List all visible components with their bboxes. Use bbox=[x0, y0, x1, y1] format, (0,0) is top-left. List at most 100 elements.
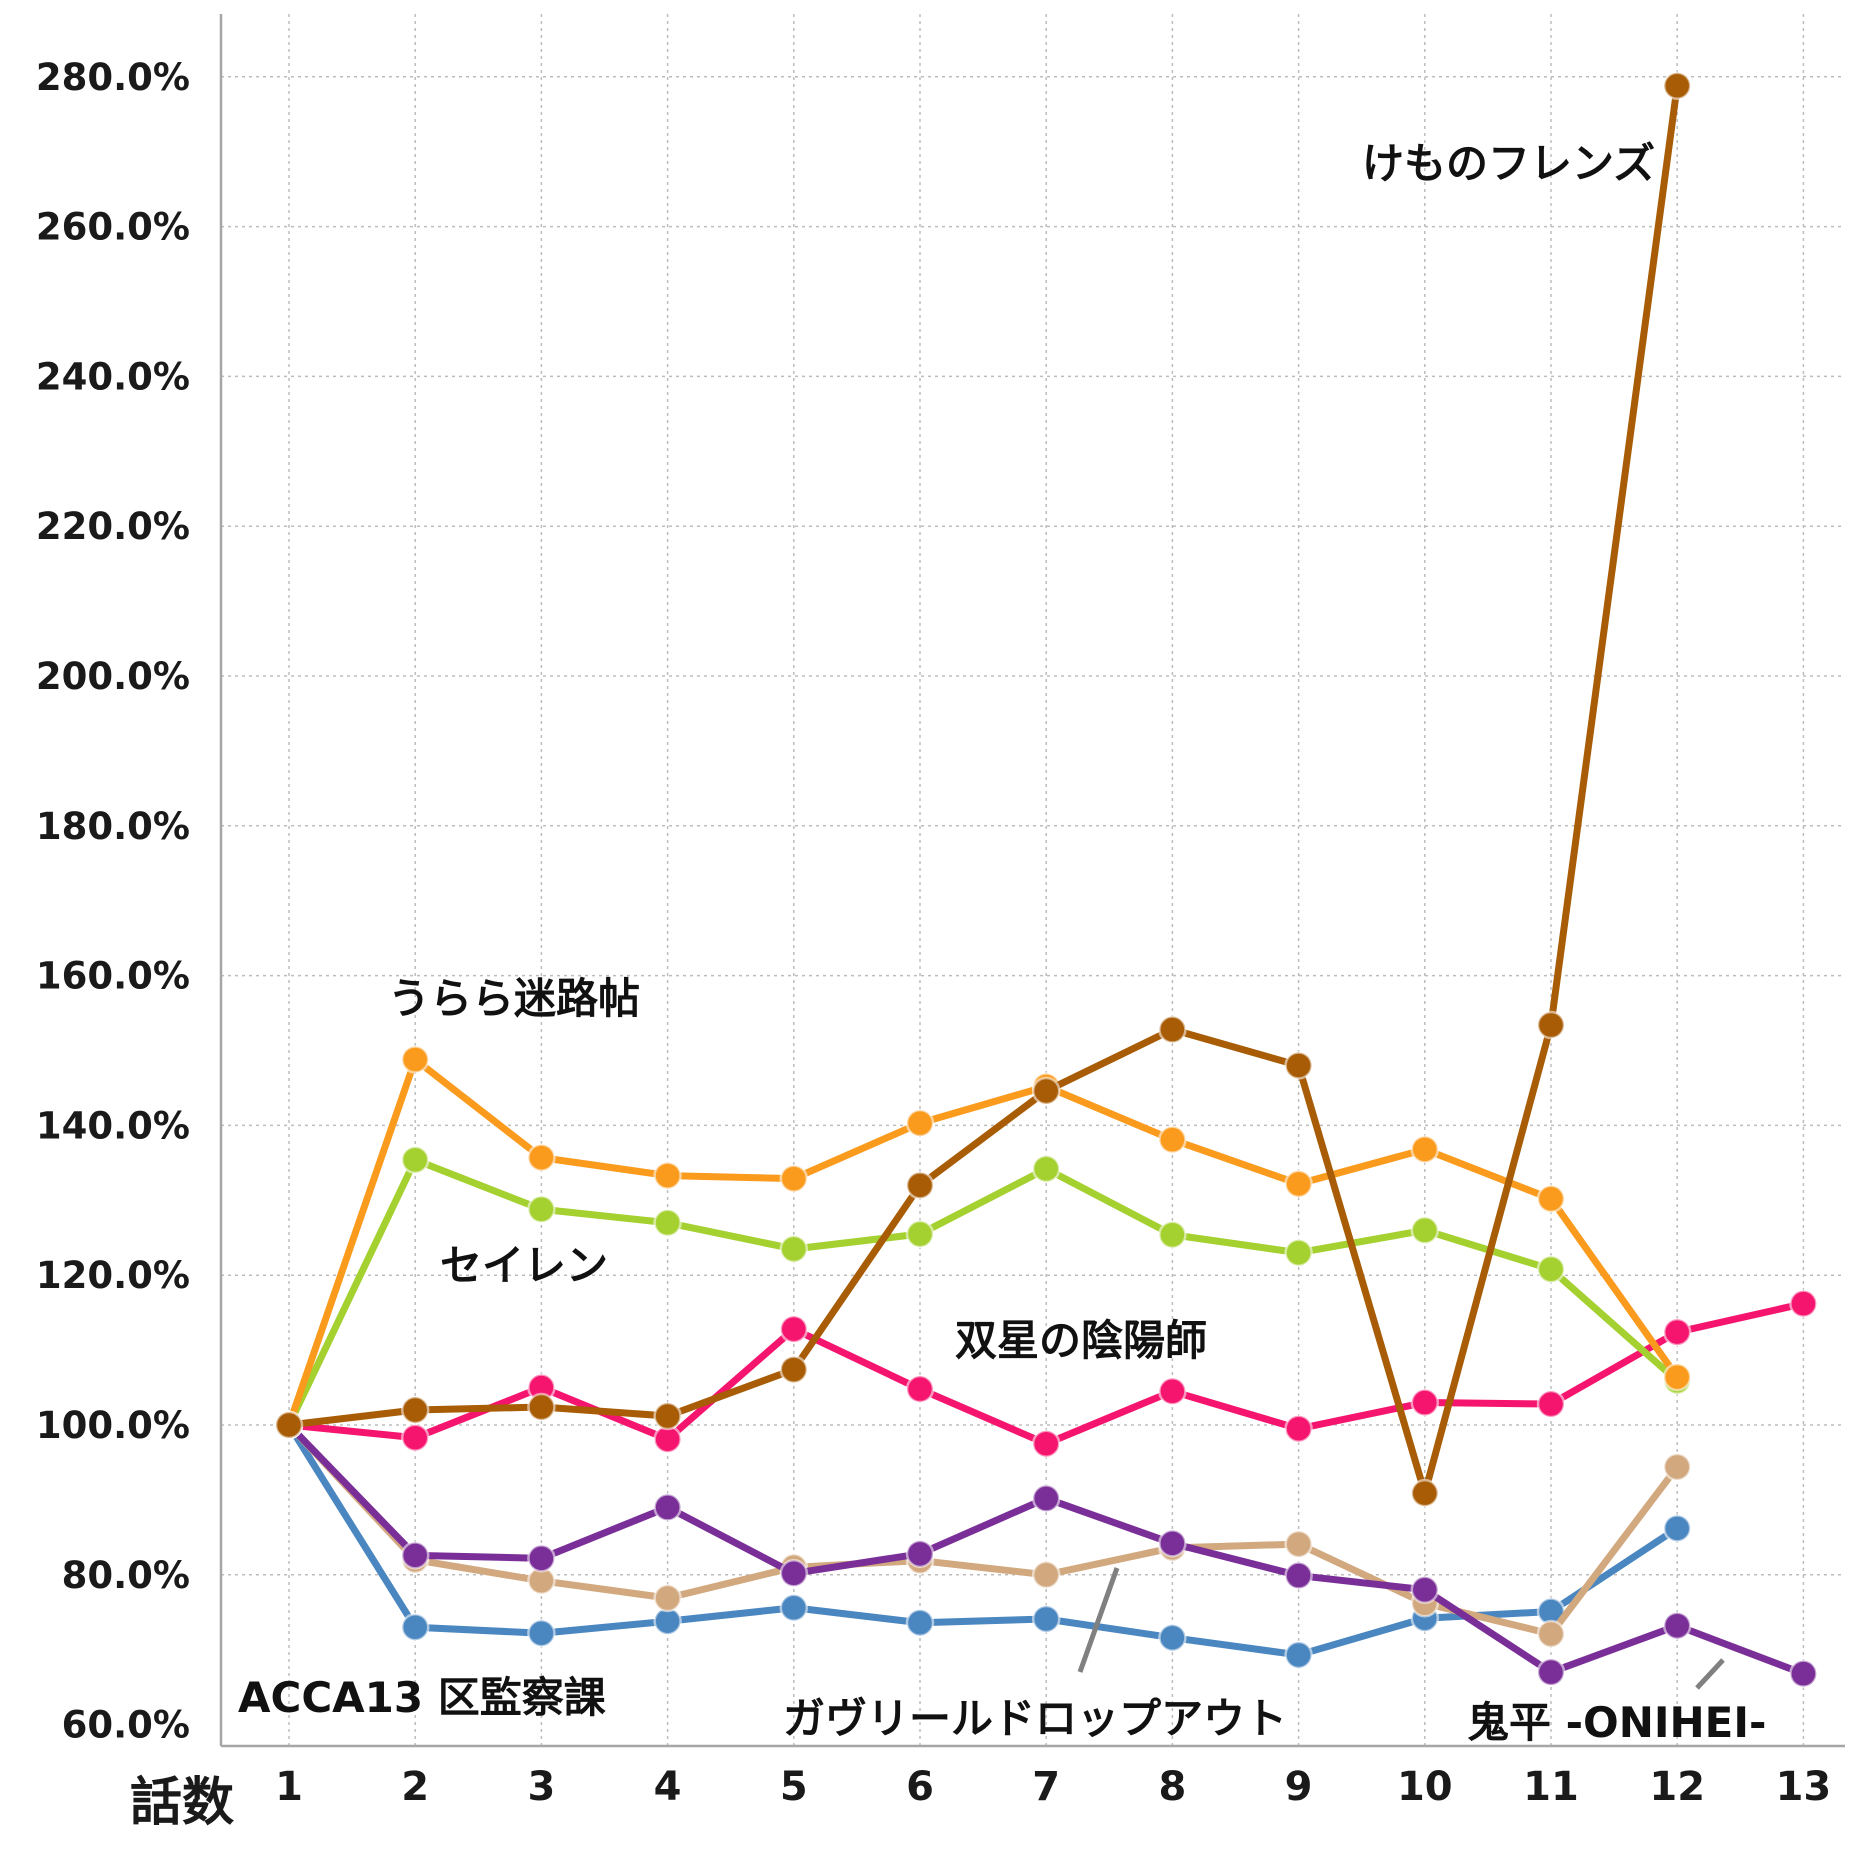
data-point bbox=[1284, 1561, 1313, 1590]
data-point bbox=[1536, 1010, 1566, 1040]
x-axis-label: 話数 bbox=[130, 1773, 234, 1833]
y-tick-label: 280.0% bbox=[36, 56, 190, 99]
data-point bbox=[1158, 1623, 1187, 1652]
series-line bbox=[285, 1421, 1681, 1638]
data-point bbox=[653, 1161, 682, 1190]
series-3 bbox=[274, 1289, 1818, 1458]
data-point bbox=[1158, 1015, 1187, 1044]
data-point bbox=[1158, 1220, 1187, 1250]
y-tick-label: 260.0% bbox=[36, 206, 190, 249]
data-point bbox=[779, 1593, 809, 1623]
series-labels: けものフレンズ うらら迷路帖 セイレン 双星の陰陽師 ACCA13 区監察課 ガ… bbox=[238, 139, 1766, 1747]
data-point bbox=[1536, 1254, 1566, 1284]
data-point bbox=[905, 1608, 935, 1637]
y-tick-labels: 60.0% 80.0% 100.0% 120.0% 140.0% 160.0% 180.0%… bbox=[36, 56, 190, 1747]
data-point bbox=[653, 1401, 682, 1431]
data-point bbox=[1284, 1529, 1313, 1559]
data-point bbox=[1536, 1657, 1566, 1687]
data-point bbox=[653, 1493, 682, 1522]
series-label-acca: ACCA13 区監察課 bbox=[238, 1673, 606, 1722]
data-point bbox=[400, 1541, 430, 1570]
data-point bbox=[1662, 1317, 1692, 1347]
y-tick-label: 80.0% bbox=[62, 1554, 190, 1597]
data-point bbox=[1031, 1076, 1061, 1106]
x-tick-label: 9 bbox=[1285, 1764, 1313, 1810]
series-line bbox=[285, 82, 1681, 1497]
data-point bbox=[1031, 1429, 1061, 1458]
data-point bbox=[1536, 1184, 1566, 1214]
series-group bbox=[274, 71, 1818, 1688]
x-tick-label: 1 bbox=[275, 1764, 303, 1810]
data-point bbox=[527, 1195, 556, 1224]
data-point bbox=[1662, 1452, 1692, 1482]
y-tick-label: 200.0% bbox=[36, 655, 190, 698]
data-point bbox=[1031, 1604, 1061, 1634]
data-point bbox=[1662, 1611, 1692, 1640]
y-tick-label: 60.0% bbox=[62, 1704, 190, 1747]
data-point bbox=[274, 1410, 304, 1440]
axes bbox=[219, 14, 1845, 1748]
data-point bbox=[1789, 1659, 1818, 1688]
series-line bbox=[285, 1055, 1681, 1429]
series-line bbox=[285, 1156, 1681, 1429]
x-tick-label: 7 bbox=[1032, 1764, 1060, 1810]
data-point bbox=[1284, 1414, 1313, 1443]
data-point bbox=[653, 1583, 682, 1613]
x-tick-label: 11 bbox=[1523, 1764, 1579, 1810]
x-tick-label: 2 bbox=[401, 1764, 429, 1810]
data-point bbox=[905, 1219, 935, 1249]
data-point bbox=[527, 1544, 556, 1573]
series-label-urara: うらら迷路帖 bbox=[388, 974, 640, 1023]
data-point bbox=[1536, 1619, 1566, 1649]
x-tick-label: 8 bbox=[1158, 1764, 1186, 1810]
x-tick-label: 12 bbox=[1649, 1764, 1705, 1810]
data-point bbox=[1158, 1125, 1187, 1154]
x-tick-label: 10 bbox=[1397, 1764, 1453, 1810]
series-label-onihei: 鬼平 -ONIHEI- bbox=[1467, 1698, 1766, 1747]
data-point bbox=[1284, 1640, 1313, 1670]
x-tick-label: 4 bbox=[654, 1764, 682, 1810]
x-tick-label: 3 bbox=[527, 1764, 555, 1810]
data-point bbox=[400, 1045, 430, 1074]
series-label-sousei: 双星の陰陽師 bbox=[955, 1316, 1207, 1365]
leader-line-gabriel bbox=[1077, 1567, 1120, 1673]
data-point bbox=[1284, 1238, 1313, 1267]
data-point bbox=[905, 1374, 935, 1404]
data-point bbox=[905, 1539, 935, 1569]
y-tick-label: 140.0% bbox=[36, 1104, 190, 1147]
data-point bbox=[779, 1234, 809, 1264]
data-point bbox=[1158, 1377, 1187, 1406]
series-label-gabriel: ガヴリールドロップアウト bbox=[783, 1694, 1287, 1743]
data-point bbox=[400, 1145, 430, 1175]
data-point bbox=[1410, 1478, 1440, 1508]
x-tick-label: 13 bbox=[1776, 1764, 1832, 1810]
y-tick-label: 240.0% bbox=[36, 355, 190, 398]
series-label-kemono: けものフレンズ bbox=[1362, 139, 1655, 188]
x-tick-label: 6 bbox=[906, 1764, 934, 1810]
data-point bbox=[1284, 1169, 1313, 1199]
data-point bbox=[527, 1143, 556, 1172]
data-point bbox=[1410, 1575, 1440, 1605]
series-6 bbox=[274, 71, 1692, 1508]
data-point bbox=[779, 1314, 809, 1344]
series-0 bbox=[274, 1410, 1692, 1670]
data-point bbox=[1031, 1154, 1061, 1184]
data-point bbox=[905, 1108, 935, 1138]
series-line bbox=[285, 1421, 1681, 1659]
y-tick-label: 120.0% bbox=[36, 1254, 190, 1297]
y-tick-label: 160.0% bbox=[36, 955, 190, 998]
data-point bbox=[1536, 1389, 1566, 1419]
y-tick-label: 220.0% bbox=[36, 505, 190, 548]
grid-lines bbox=[221, 14, 1845, 1746]
data-point bbox=[1662, 1514, 1692, 1543]
leader-line-onihei bbox=[1695, 1658, 1725, 1690]
y-tick-label: 100.0% bbox=[36, 1404, 190, 1447]
x-tick-label: 5 bbox=[780, 1764, 808, 1810]
data-point bbox=[1410, 1216, 1440, 1245]
x-tick-labels: 1 2 3 4 5 6 7 8 9 10 11 12 13 bbox=[275, 1764, 1831, 1810]
data-point bbox=[779, 1355, 809, 1384]
series-label-seiren: セイレン bbox=[440, 1241, 608, 1290]
data-point bbox=[1410, 1388, 1440, 1417]
data-point bbox=[1158, 1529, 1187, 1558]
